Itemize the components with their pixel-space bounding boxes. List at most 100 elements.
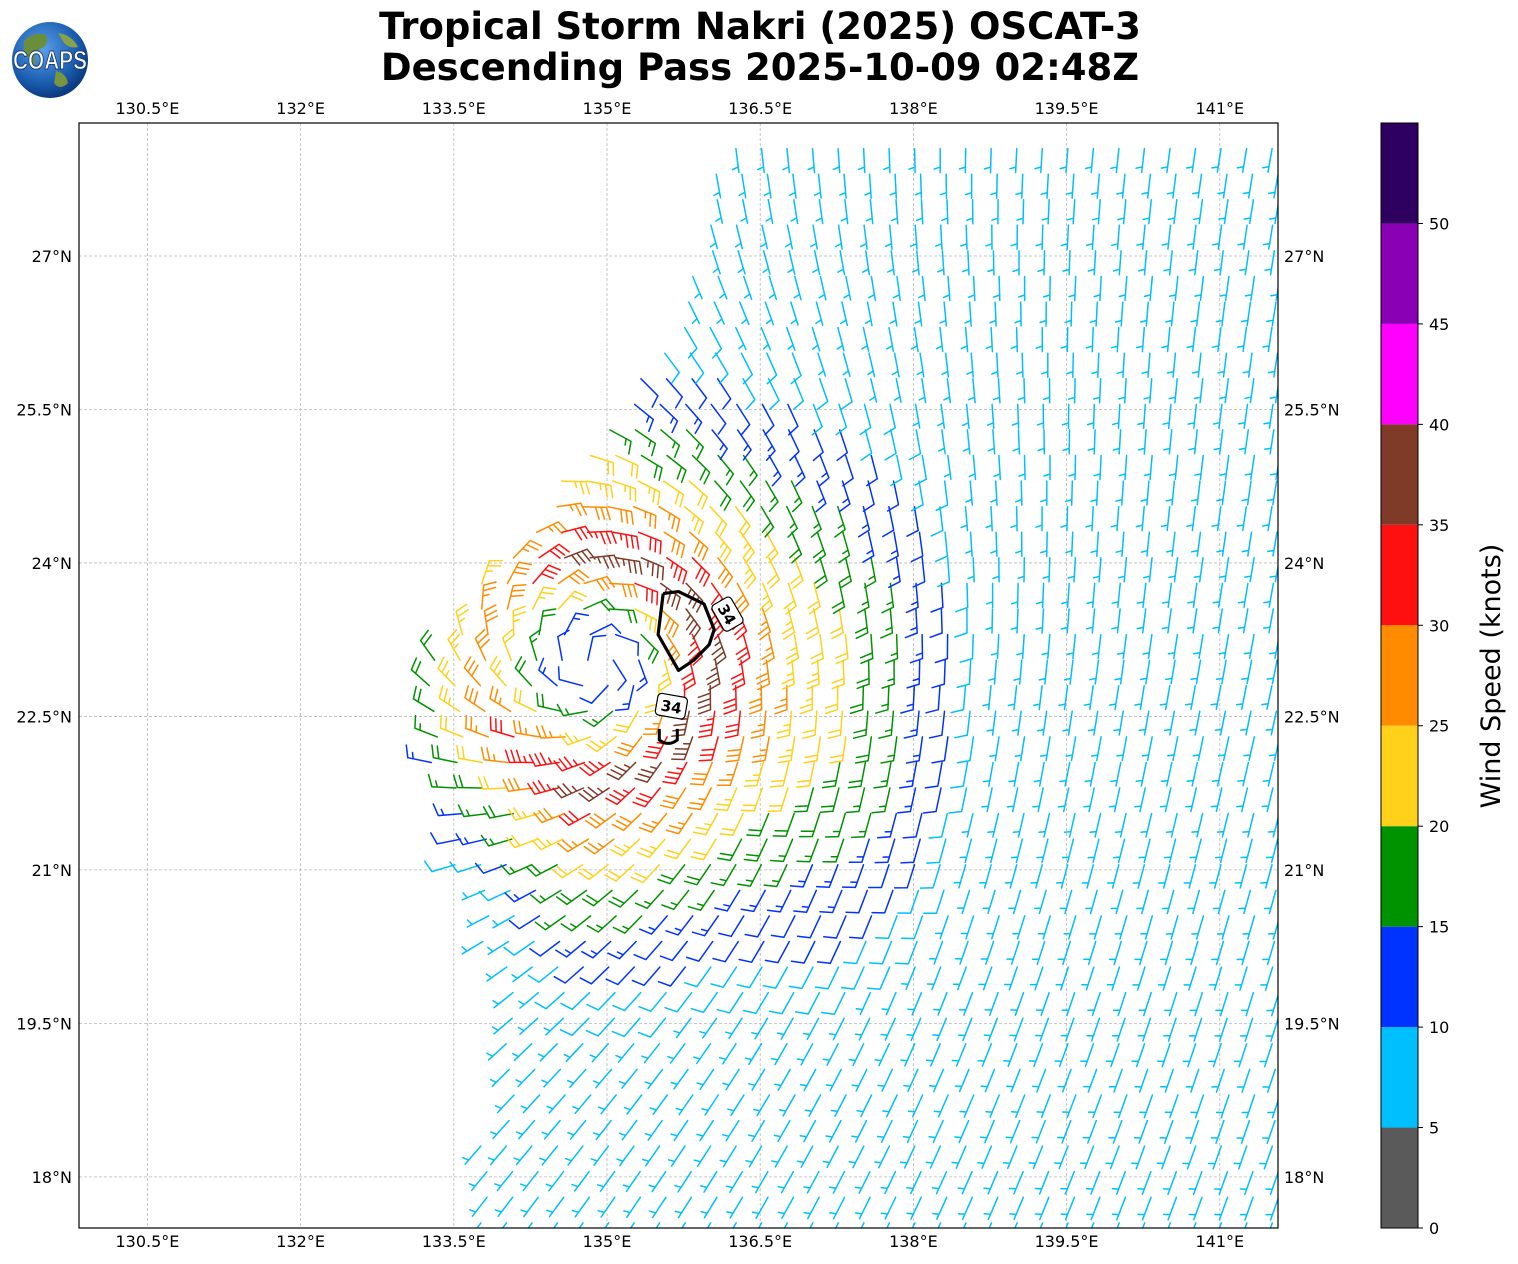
lon-tick-label-top: 141°E	[1195, 99, 1244, 118]
wind-barb	[765, 480, 779, 513]
wind-barb	[1090, 1222, 1095, 1228]
wind-barb	[1037, 710, 1048, 736]
wind-barb	[716, 991, 744, 1014]
wind-barb	[934, 915, 949, 940]
wind-barb	[545, 1170, 565, 1192]
wind-barb	[683, 326, 698, 359]
wind-barb	[770, 1043, 788, 1066]
wind-barb	[541, 1068, 562, 1088]
wind-barb	[665, 378, 683, 409]
wind-barb	[1039, 301, 1047, 327]
wind-barb	[1085, 1170, 1101, 1195]
wind-barb	[693, 1043, 712, 1065]
wind-barb	[659, 582, 681, 611]
wind-barb	[546, 1094, 566, 1114]
wind-barb	[614, 736, 643, 757]
wind-barb	[1062, 1094, 1077, 1119]
colorbar-bin	[1381, 323, 1418, 425]
wind-barb	[822, 838, 845, 863]
wind-barb	[856, 1094, 873, 1118]
wind-barb	[1188, 250, 1199, 276]
wind-barb	[839, 301, 849, 327]
wind-barb	[1055, 864, 1069, 889]
wind-barb	[964, 173, 973, 199]
wind-barb	[1236, 940, 1250, 966]
wind-barb	[816, 378, 829, 410]
title-line-2: Descending Pass 2025-10-09 02:48Z	[380, 46, 1140, 89]
wind-barb	[557, 838, 590, 853]
wind-barb	[1002, 1145, 1018, 1170]
wind-barb	[854, 1017, 871, 1041]
wind-barb	[1142, 198, 1153, 225]
wind-barb	[937, 1222, 942, 1228]
wind-barb	[1133, 1119, 1149, 1144]
wind-barb	[419, 629, 436, 661]
wind-barb	[1213, 429, 1224, 455]
wind-barb	[1158, 864, 1171, 889]
lon-tick-label-top: 139.5°E	[1035, 99, 1099, 118]
wind-barb	[1060, 1196, 1076, 1221]
wind-barb	[1091, 352, 1100, 378]
wind-barb	[587, 634, 607, 661]
wind-barb	[832, 147, 841, 174]
wind-barb	[410, 657, 431, 687]
wind-barb	[1185, 147, 1197, 174]
colorbar-tick-label: 0	[1429, 1219, 1439, 1238]
wind-barb	[1015, 173, 1024, 199]
wind-barb	[908, 429, 922, 461]
wind-barb	[948, 787, 968, 814]
wind-barb	[710, 864, 737, 887]
wind-barb	[1105, 1145, 1120, 1170]
wind-barb	[1090, 480, 1099, 506]
wind-barb	[642, 710, 665, 735]
wind-barb	[848, 1145, 865, 1169]
wind-barb	[718, 1043, 737, 1065]
wind-barb	[1033, 889, 1047, 915]
wind-barb	[1236, 787, 1249, 813]
wind-barb	[667, 1145, 686, 1167]
wind-barb	[1139, 659, 1151, 685]
wind-barb	[1010, 608, 1019, 634]
wind-barb	[787, 403, 799, 436]
wind-barb	[770, 915, 796, 939]
wind-barb	[1008, 761, 1020, 787]
wind-barb	[1262, 940, 1276, 966]
wind-barb	[1059, 147, 1069, 174]
wind-barb	[849, 684, 865, 715]
wind-barb	[659, 403, 679, 434]
wind-barb	[799, 1119, 817, 1143]
wind-barb	[985, 326, 994, 353]
wind-barb	[463, 656, 482, 687]
wind-barb	[538, 543, 570, 559]
wind-barb	[1219, 454, 1230, 481]
wind-barb	[909, 633, 924, 664]
wind-barb	[701, 1094, 720, 1116]
wind-barb	[1237, 403, 1249, 429]
wind-barb	[954, 710, 971, 739]
wind-barb	[586, 991, 616, 1011]
wind-barb	[494, 1170, 514, 1192]
wind-barb	[1235, 684, 1248, 711]
wind-barb	[950, 761, 969, 789]
contour-label-box	[711, 596, 744, 632]
wind-barb	[1032, 787, 1044, 813]
wind-barb	[517, 1017, 539, 1036]
wind-barb	[1105, 1043, 1120, 1068]
wind-barb	[769, 761, 790, 788]
wind-barb	[919, 864, 941, 889]
wind-barb	[868, 940, 893, 965]
wind-barb	[1218, 378, 1230, 404]
wind-barb	[991, 198, 999, 225]
wind-barb	[1056, 1119, 1072, 1144]
wind-barb	[916, 352, 925, 378]
wind-barb	[696, 1068, 715, 1091]
wind-barb	[1262, 1068, 1277, 1093]
wind-barb	[476, 1222, 482, 1228]
wind-barb	[828, 1170, 846, 1194]
wind-barb	[836, 326, 845, 352]
wind-barb	[1262, 761, 1275, 787]
colorbar-title: Wind Speed (knots)	[1476, 544, 1507, 809]
wind-barb	[796, 915, 822, 939]
wind-barb	[864, 173, 872, 199]
wind-barb	[494, 1196, 514, 1218]
